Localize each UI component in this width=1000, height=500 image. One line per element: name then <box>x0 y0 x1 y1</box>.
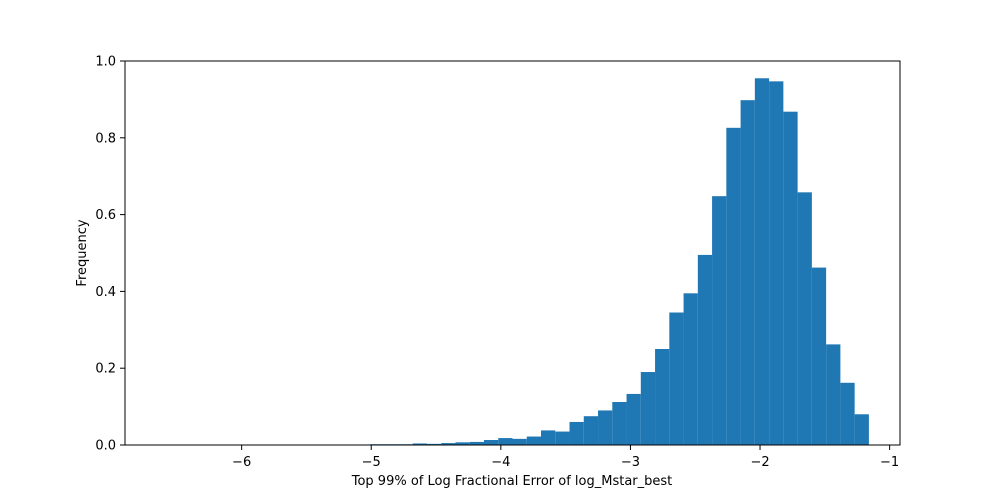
histogram-bar <box>769 81 784 446</box>
y-axis-ticks: 0.0 0.2 0.4 0.6 0.8 1.0 <box>95 55 125 454</box>
histogram-bar <box>726 127 741 445</box>
histogram-bar <box>412 443 427 445</box>
histogram-bar <box>541 430 556 445</box>
x-tick-label: −2 <box>750 455 769 470</box>
y-tick-label: 0.4 <box>95 285 116 300</box>
histogram-bar <box>426 443 442 445</box>
histogram-bar <box>469 441 484 445</box>
histogram-bar <box>526 436 542 445</box>
y-axis-label: Frequency <box>75 219 90 286</box>
x-axis-label: Top 99% of Log Fractional Error of log_M… <box>351 474 673 489</box>
histogram-bar <box>840 382 855 445</box>
histogram-bar <box>754 78 770 445</box>
histogram-bar <box>569 421 584 445</box>
histogram-bar <box>669 312 684 445</box>
y-tick-label: 0.6 <box>95 208 116 223</box>
x-axis-ticks: −6 −5 −4 −3 −2 −1 <box>232 445 899 470</box>
histogram-bar <box>826 344 841 445</box>
x-tick-label: −5 <box>362 455 381 470</box>
histogram-bar <box>712 196 727 445</box>
histogram-bar <box>740 100 755 445</box>
histogram-bar <box>483 440 499 445</box>
histogram-bar <box>683 293 698 445</box>
histogram-bar <box>555 431 570 445</box>
histogram-bar <box>441 443 456 445</box>
histogram-bar <box>583 416 599 445</box>
y-tick-label: 0.8 <box>95 131 116 146</box>
histogram-bar <box>498 438 513 445</box>
histogram-bar <box>854 414 869 445</box>
plot-frame <box>124 60 901 446</box>
histogram-bar <box>626 393 641 445</box>
x-tick-label: −4 <box>491 455 510 470</box>
histogram-bar <box>797 192 812 445</box>
histogram-bar <box>655 349 670 445</box>
y-tick-label: 1.0 <box>95 55 116 70</box>
y-tick-label: 0.0 <box>95 439 116 454</box>
histogram-bar <box>612 401 627 445</box>
histogram-bar <box>783 111 798 446</box>
x-tick-label: −6 <box>232 455 251 470</box>
histogram-bar <box>811 267 827 445</box>
histogram-bars <box>327 78 869 446</box>
histogram-bar <box>640 372 656 445</box>
histogram-bar <box>455 442 470 445</box>
histogram-bar <box>598 410 613 445</box>
histogram-bar <box>512 438 527 445</box>
x-tick-label: −3 <box>621 455 640 470</box>
histogram-bar <box>697 254 713 445</box>
y-tick-label: 0.2 <box>95 362 116 377</box>
x-tick-label: −1 <box>880 455 899 470</box>
